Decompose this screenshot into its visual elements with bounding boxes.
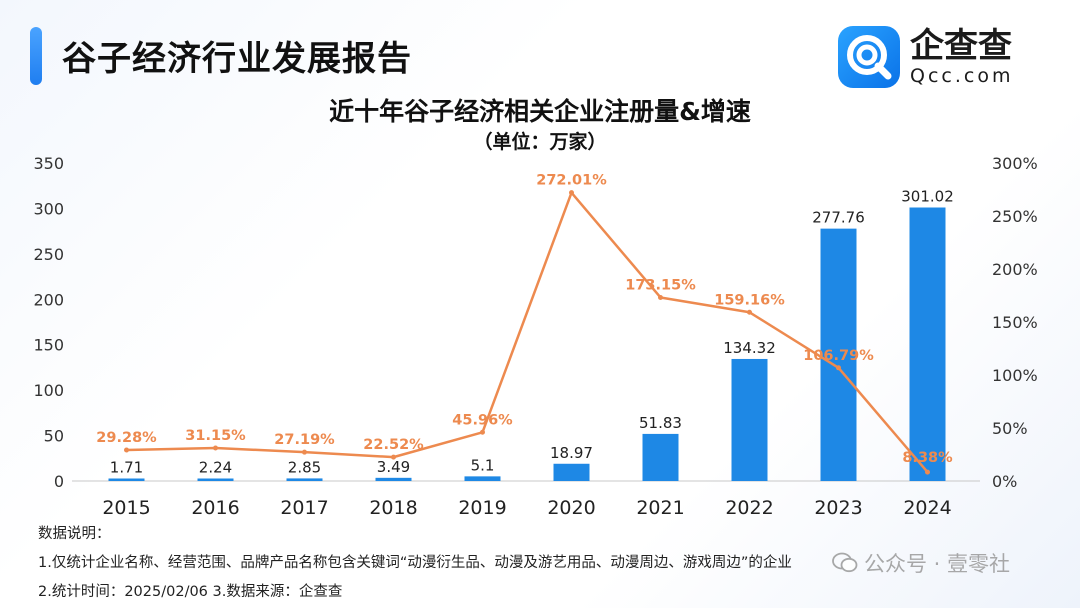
watermark-text: 公众号 · 壹零社 (864, 552, 1011, 576)
growth-point (925, 469, 930, 475)
growth-point (302, 449, 307, 455)
x-tick-label: 2015 (102, 497, 150, 519)
y-left-tick-label: 250 (33, 245, 64, 264)
x-tick-label: 2023 (814, 497, 862, 519)
data-notes: 数据说明： 1.仅统计企业名称、经营范围、品牌产品名称包含关键词“动漫衍生品、动… (38, 520, 792, 607)
growth-point (213, 445, 218, 451)
growth-point (658, 294, 663, 300)
notes-heading: 数据说明： (38, 526, 111, 542)
y-right-tick-label: 100% (992, 366, 1038, 385)
bar (820, 228, 857, 481)
y-right-tick-label: 150% (992, 313, 1038, 332)
notes-line-1: 1.仅统计企业名称、经营范围、品牌产品名称包含关键词“动漫衍生品、动漫及游艺用品… (38, 555, 792, 571)
growth-point (124, 447, 129, 453)
growth-value-label: 31.15% (185, 428, 246, 444)
y-right-tick-label: 300% (992, 154, 1038, 173)
watermark: 公众号 · 壹零社 (832, 548, 1010, 578)
growth-value-label: 22.52% (363, 437, 424, 453)
wechat-icon (832, 552, 858, 574)
bar-value-label: 2.24 (199, 459, 232, 477)
growth-point (569, 190, 574, 196)
bar-value-label: 2.85 (288, 458, 321, 476)
x-tick-label: 2018 (369, 497, 417, 519)
logo-cn-text: 企查查 (910, 26, 1012, 66)
x-tick-label: 2019 (458, 497, 506, 519)
bar (642, 433, 679, 481)
title-accent-bar (30, 27, 42, 85)
growth-point (836, 365, 841, 371)
qcc-logo-icon (838, 26, 900, 88)
x-tick-label: 2017 (280, 497, 328, 519)
growth-value-label: 159.16% (714, 292, 785, 308)
x-tick-label: 2022 (725, 497, 773, 519)
bar-value-label: 301.02 (901, 188, 954, 206)
growth-value-label: 272.01% (536, 173, 607, 189)
growth-value-label: 106.79% (803, 348, 874, 364)
y-left-tick-label: 300 (33, 199, 64, 218)
y-right-tick-label: 0% (992, 472, 1017, 491)
bar (464, 476, 501, 481)
bar (553, 463, 590, 481)
growth-point (391, 454, 396, 460)
bar (909, 207, 946, 481)
y-left-tick-label: 350 (33, 154, 64, 173)
bar-value-label: 5.1 (471, 456, 495, 474)
qcc-logo: 企查查 Qcc.com (838, 26, 1013, 88)
y-left-tick-label: 200 (33, 290, 64, 309)
x-tick-label: 2021 (636, 497, 684, 519)
report-title: 谷子经济行业发展报告 (62, 39, 412, 79)
bar (375, 477, 412, 481)
x-tick-label: 2020 (547, 497, 595, 519)
growth-value-label: 45.96% (452, 412, 513, 428)
y-right-tick-label: 50% (992, 419, 1028, 438)
y-left-tick-label: 100 (33, 381, 64, 400)
bar-value-label: 1.71 (110, 459, 143, 477)
growth-point (747, 309, 752, 315)
growth-line (126, 191, 929, 473)
bar (108, 478, 145, 481)
bar-value-label: 51.83 (639, 414, 682, 432)
x-tick-label: 2016 (191, 497, 239, 519)
growth-value-label: 27.19% (274, 432, 335, 448)
growth-value-label: 173.15% (625, 277, 696, 293)
y-right-tick-label: 200% (992, 260, 1038, 279)
bar (731, 358, 768, 481)
y-left-tick-label: 0 (54, 472, 64, 491)
growth-value-label: 8.38% (902, 450, 953, 466)
bar-value-label: 3.49 (377, 458, 410, 476)
bar-value-label: 277.76 (812, 209, 865, 227)
bar-value-label: 18.97 (550, 444, 593, 462)
bar-value-label: 134.32 (723, 339, 776, 357)
y-left-tick-label: 50 (44, 427, 64, 446)
chart-subtitle: （单位：万家） (473, 131, 607, 153)
y-left-tick-label: 150 (33, 336, 64, 355)
chart-title: 近十年谷子经济相关企业注册量&增速 (329, 97, 751, 126)
growth-value-label: 29.28% (96, 430, 157, 446)
x-tick-label: 2024 (903, 497, 951, 519)
notes-line-2: 2.统计时间：2025/02/06 3.数据来源：企查查 (38, 584, 343, 600)
logo-en-text: Qcc.com (910, 65, 1014, 87)
growth-point (480, 429, 485, 435)
bar (197, 478, 234, 481)
bar (286, 478, 323, 481)
y-right-tick-label: 250% (992, 207, 1038, 226)
